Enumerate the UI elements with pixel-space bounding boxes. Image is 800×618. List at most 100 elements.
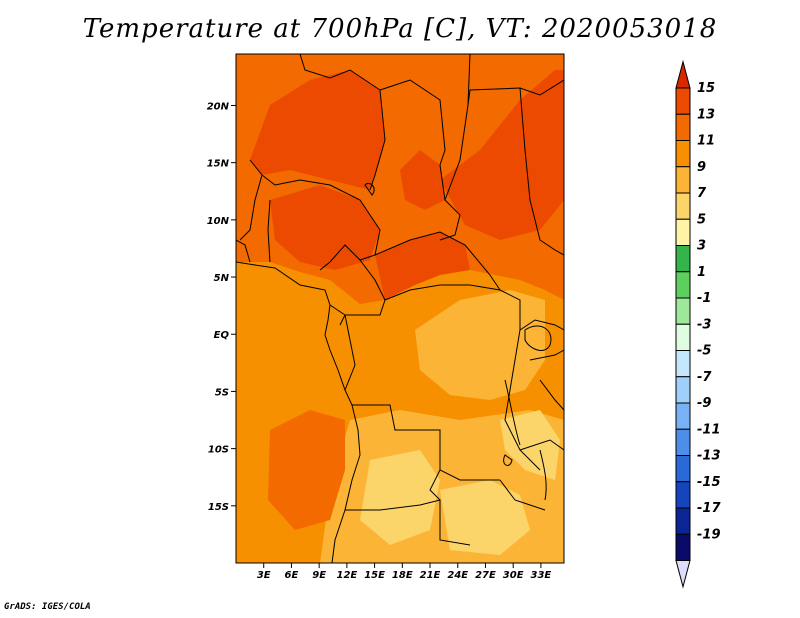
lake-malawi: [539, 449, 547, 501]
colorbar-swatch: [675, 481, 691, 509]
field-hottest-central: [270, 185, 380, 270]
lat-tick-label: 15S: [208, 502, 229, 513]
border-car: [374, 231, 501, 291]
border-west-3: [267, 199, 271, 263]
colorbar-min-arrow: [675, 560, 691, 589]
border-chad: [379, 79, 461, 241]
temperature-field: [236, 54, 564, 563]
colorbar-level-label: 15: [697, 81, 715, 96]
border-gabon: [329, 304, 356, 391]
colorbar-level-label: 1: [697, 265, 706, 280]
border-east-lakes: [519, 319, 564, 331]
border-cameroon: [339, 259, 386, 326]
lon-tick-label: 30E: [503, 570, 524, 581]
grads-credit: GrADS: IGES/COLA: [4, 602, 91, 612]
lon-tick-label: 6E: [285, 570, 299, 581]
colorbar-level-label: -3: [697, 317, 711, 332]
colorbar-swatch: [675, 245, 691, 273]
border-east-3: [539, 379, 564, 411]
lat-tick-label: 20N: [207, 101, 230, 112]
colorbar-swatch: [675, 507, 691, 535]
border-zambia: [429, 469, 546, 511]
coastline-gulf-of-guinea: [236, 261, 361, 563]
border-tanzania: [519, 439, 564, 451]
colorbar-level-label: -11: [697, 422, 721, 437]
lon-tick-label: 15E: [364, 570, 385, 581]
field-hottest-niger: [400, 150, 445, 210]
border-west-1: [239, 159, 263, 241]
colorbar-level-label: -7: [697, 370, 712, 385]
colorbar-swatch: [675, 297, 691, 325]
colorbar-level-label: -13: [697, 449, 721, 464]
lon-tick-label: 27E: [475, 570, 496, 581]
colorbar-level-label: -17: [697, 501, 721, 516]
lat-tick-label: EQ: [214, 330, 230, 341]
colorbar-swatch: [675, 218, 691, 246]
colorbar-swatch: [675, 350, 691, 378]
field-hottest-car: [375, 232, 470, 300]
border-niger-mali: [299, 54, 386, 191]
border-sudan-chad: [444, 104, 469, 201]
colorbar-swatch: [675, 402, 691, 430]
border-ethiopia: [519, 87, 564, 256]
colorbar-swatch: [675, 533, 691, 561]
lon-tick-label: 12E: [336, 570, 357, 581]
colorbar-max-arrow: [675, 59, 691, 89]
colorbar: 15 13 11 9 7 5 3 1 -1 -3 -5 -7 -9 -11 -13 -15 -17 -19: [675, 59, 721, 589]
colorbar-level-label: 7: [697, 186, 707, 201]
lake-chad: [364, 182, 375, 196]
colorbar-level-label: -19: [697, 527, 721, 542]
colorbar-level-label: 11: [697, 134, 715, 149]
field-coolest-zambia: [440, 480, 530, 555]
colorbar-level-label: 5: [697, 212, 706, 227]
border-angola-south: [345, 499, 471, 546]
border-east-2: [529, 349, 564, 361]
lat-tick-label: 5N: [214, 273, 230, 284]
country-borders: [236, 54, 564, 563]
colorbar-level-label: -9: [697, 396, 711, 411]
colorbar-swatch: [675, 113, 691, 141]
lon-tick-label: 21E: [420, 570, 441, 581]
lat-tick-label: 10S: [208, 445, 229, 456]
colorbar-swatch: [675, 428, 691, 456]
colorbar-swatch: [675, 271, 691, 299]
border-west-2: [236, 239, 251, 263]
colorbar-level-label: 9: [697, 160, 706, 175]
colorbar-level-label: -5: [697, 344, 711, 359]
colorbar-level-label: 3: [697, 239, 706, 254]
field-hottest-west: [250, 70, 385, 190]
field-hottest-sudan: [440, 70, 564, 240]
field-hot-atlantic: [268, 410, 345, 530]
colorbar-swatch: [675, 140, 691, 168]
lat-tick-label: 10N: [207, 216, 230, 227]
colorbar-level-label: -15: [697, 475, 721, 490]
latitude-axis: 20N 15N 10N 5N EQ 5S 10S 15S: [207, 101, 236, 513]
lon-tick-label: 3E: [257, 570, 271, 581]
longitude-axis: 3E 6E 9E 12E 15E 18E 21E 24E 27E 30E 33E: [257, 563, 552, 581]
border-congo: [384, 284, 541, 471]
lon-tick-label: 9E: [312, 570, 326, 581]
lake-tanganyika: [504, 379, 521, 446]
border-nigeria: [261, 174, 381, 271]
lat-tick-label: 15N: [207, 159, 230, 170]
colorbar-level-label: -1: [697, 291, 711, 306]
lake-victoria: [524, 325, 552, 351]
lon-tick-label: 18E: [392, 570, 413, 581]
colorbar-swatch: [675, 376, 691, 404]
border-drc-angola: [352, 404, 500, 481]
chart-title: Temperature at 700hPa [C], VT: 202005301…: [82, 14, 718, 44]
lake-kivu-area: [503, 454, 513, 466]
colorbar-level-label: 13: [697, 107, 715, 122]
colorbar-swatch: [675, 192, 691, 220]
lon-tick-label: 24E: [447, 570, 468, 581]
border-sudan: [467, 54, 564, 106]
lat-tick-label: 5S: [215, 387, 229, 398]
colorbar-swatch: [675, 323, 691, 351]
colorbar-swatch: [675, 455, 691, 483]
field-coolest-angola: [360, 450, 440, 545]
colorbar-swatch: [675, 166, 691, 194]
colorbar-swatch: [675, 87, 691, 115]
lon-tick-label: 33E: [531, 570, 552, 581]
map-frame: [235, 53, 565, 564]
